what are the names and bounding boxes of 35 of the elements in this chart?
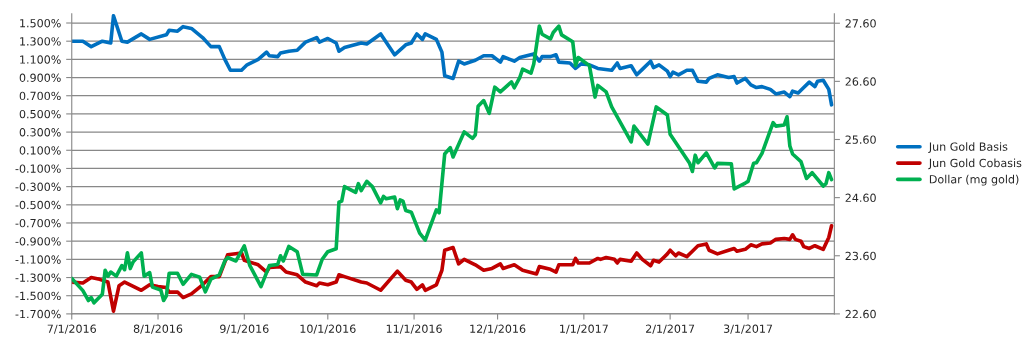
y-tick-label: 0.900% [19,73,61,82]
x-tick-label: 1/1/2017 [560,324,608,334]
x-tick-label: 10/1/2016 [300,324,356,334]
y-tick-label: -0.700% [15,218,61,228]
x-tick-label: 8/1/2016 [133,324,183,334]
y2-tick-label: 25.60 [845,135,876,144]
y-tick-label: -0.900% [15,237,61,246]
y-tick-label: -0.500% [15,200,61,210]
y2-tick-label: 22.60 [845,309,876,319]
x-tick-label: 3/1/2017 [723,324,773,334]
y-tick-label: -1.100% [15,255,61,264]
y2-tick-label: 26.60 [845,77,876,86]
legend-label: Jun Gold Cobasis [928,158,1022,170]
y2-tick-label: 27.60 [845,19,876,28]
x-tick-label: 12/1/2016 [470,324,526,334]
y-tick-label: -0.100% [15,164,61,173]
y-tick-label: 0.500% [19,109,61,119]
y-tick-label: 0.300% [19,128,61,137]
y-tick-label: 1.500% [20,18,61,28]
y-tick-label: 1.100% [20,55,61,64]
y2-tick-label: 24.60 [845,193,876,203]
y-tick-label: 0.100% [19,146,61,155]
y-tick-label: -1.500% [15,291,61,301]
x-tick-label: 9/1/2016 [220,324,269,334]
x-tick-label: 7/1/2016 [47,324,96,334]
y-tick-label: 0.700% [19,91,61,101]
y-tick-label: -1.300% [15,273,61,282]
x-tick-label: 11/1/2016 [386,324,442,334]
y-tick-label: -1.700% [15,309,61,319]
y-tick-label: 1.300% [20,37,61,46]
y-tick-label: -0.300% [15,182,61,192]
legend-label: Dollar (mg gold) [929,174,1019,186]
y2-tick-label: 23.60 [845,251,876,261]
x-tick-label: 2/1/2017 [646,324,695,334]
legend-label: Jun Gold Basis [928,142,1008,153]
